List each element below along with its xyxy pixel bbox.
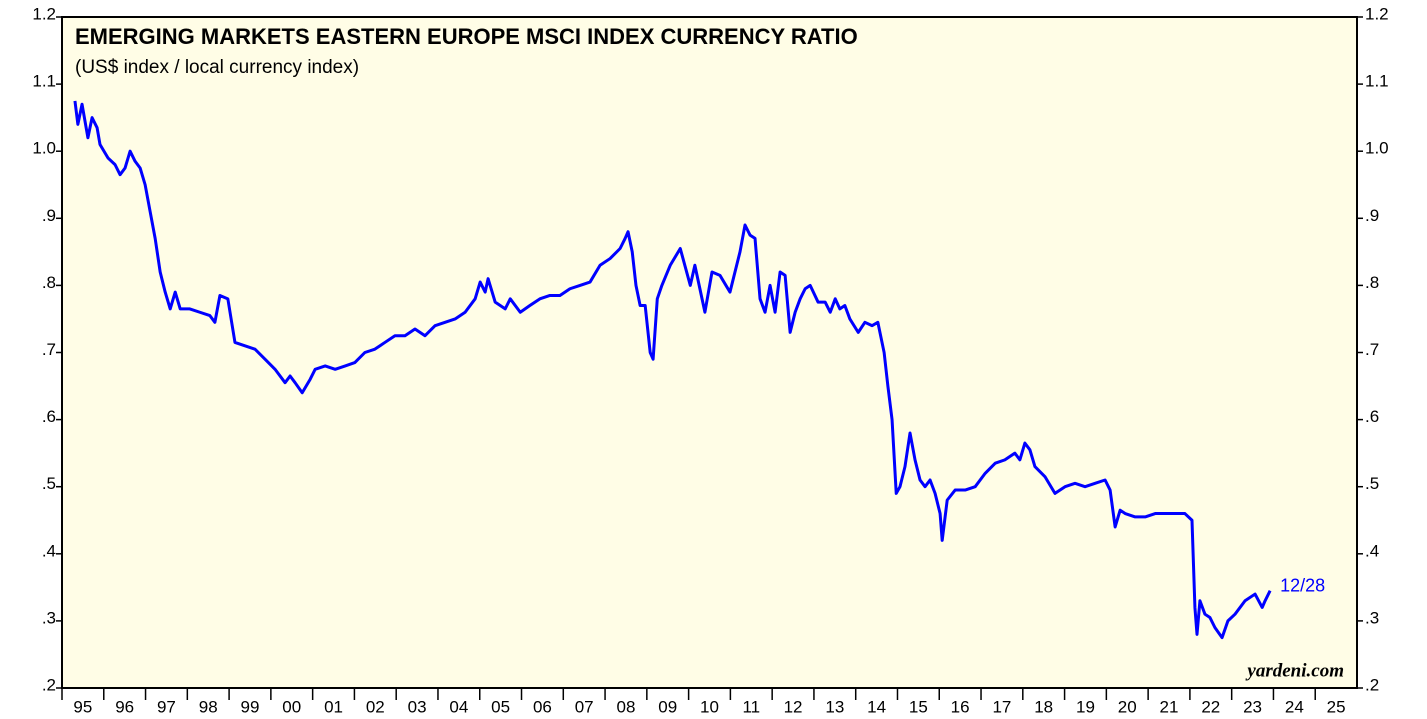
x-tick-label: 22 xyxy=(1201,697,1220,716)
x-tick-label: 00 xyxy=(282,697,301,716)
y2-tick-label: .4 xyxy=(1365,541,1379,560)
x-tick-label: 11 xyxy=(742,697,760,716)
chart-subtitle: (US$ index / local currency index) xyxy=(75,57,359,78)
x-tick-label: 25 xyxy=(1327,697,1346,716)
y-tick-label: .8 xyxy=(42,273,56,292)
x-tick-label: 15 xyxy=(909,697,928,716)
x-tick-label: 01 xyxy=(324,697,343,716)
x-tick-label: 17 xyxy=(992,697,1011,716)
y-tick-label: .5 xyxy=(42,474,56,493)
y-tick-label: .7 xyxy=(42,340,56,359)
y-tick-label: 1.2 xyxy=(32,4,56,23)
y-tick-label: .6 xyxy=(42,407,56,426)
y2-tick-label: 1.0 xyxy=(1365,139,1389,158)
y2-tick-label: .3 xyxy=(1365,608,1379,627)
x-tick-label: 05 xyxy=(491,697,510,716)
marks xyxy=(73,100,1272,640)
data-line xyxy=(73,100,1272,640)
x-tick-label: 14 xyxy=(867,697,886,716)
x-tick-label: 20 xyxy=(1118,697,1137,716)
x-tick-label: 98 xyxy=(199,697,218,716)
y-tick-label: .3 xyxy=(42,608,56,627)
x-tick-label: 19 xyxy=(1076,697,1095,716)
x-tick-label: 96 xyxy=(115,697,134,716)
y2-tick-label: 1.2 xyxy=(1365,4,1389,23)
x-tick-label: 03 xyxy=(408,697,427,716)
y2-tick-label: .2 xyxy=(1365,675,1379,694)
x-tick-label: 24 xyxy=(1285,697,1304,716)
x-tick-label: 08 xyxy=(616,697,635,716)
x-tick-label: 97 xyxy=(157,697,176,716)
y2-tick-label: .9 xyxy=(1365,206,1379,225)
x-tick-label: 02 xyxy=(366,697,385,716)
y2-tick-label: .6 xyxy=(1365,407,1379,426)
plot-background xyxy=(62,17,1357,688)
x-tick-label: 12 xyxy=(784,697,803,716)
x-tick-label: 07 xyxy=(575,697,594,716)
x-tick-label: 16 xyxy=(951,697,970,716)
x-tick-label: 99 xyxy=(241,697,260,716)
x-tick-label: 09 xyxy=(658,697,677,716)
y-tick-label: .2 xyxy=(42,675,56,694)
end-annotation: 12/28 xyxy=(1280,575,1325,595)
x-tick-label: 13 xyxy=(825,697,844,716)
x-tick-label: 21 xyxy=(1160,697,1179,716)
y-tick-label: .9 xyxy=(42,206,56,225)
x-tick-label: 04 xyxy=(449,697,468,716)
y2-tick-label: .5 xyxy=(1365,474,1379,493)
x-tick-label: 10 xyxy=(700,697,719,716)
x-tick-label: 23 xyxy=(1243,697,1262,716)
credit: yardeni.com xyxy=(1245,660,1344,681)
x-tick-label: 06 xyxy=(533,697,552,716)
chart-title: EMERGING MARKETS EASTERN EUROPE MSCI IND… xyxy=(75,24,858,49)
y-tick-label: 1.1 xyxy=(32,72,56,91)
y2-tick-label: 1.1 xyxy=(1365,72,1389,91)
x-tick-label: 18 xyxy=(1034,697,1053,716)
y2-tick-label: .8 xyxy=(1365,273,1379,292)
x-tick-label: 95 xyxy=(73,697,92,716)
y-tick-label: .4 xyxy=(42,541,56,560)
y-tick-label: 1.0 xyxy=(32,139,56,158)
y2-tick-label: .7 xyxy=(1365,340,1379,359)
